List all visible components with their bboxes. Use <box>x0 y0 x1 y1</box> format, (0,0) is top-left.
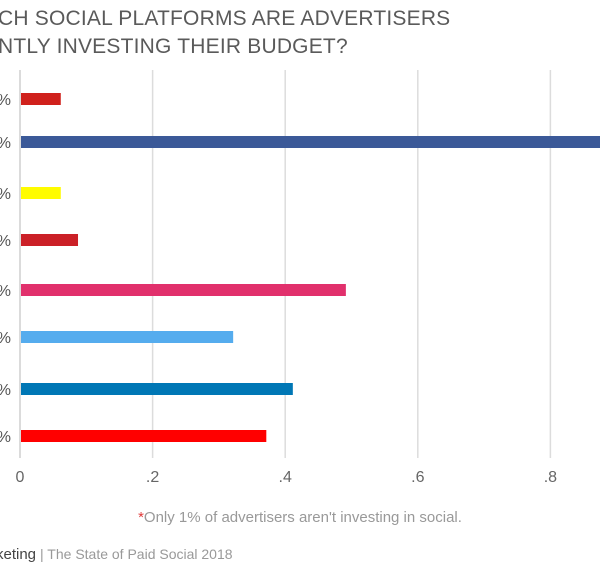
chart-title-line-2: NTLY INVESTING THEIR BUDGET? <box>0 35 348 58</box>
x-tick-label: .6 <box>411 469 424 486</box>
bar <box>21 383 293 395</box>
bar <box>21 136 600 148</box>
footnote: *Only 1% of advertisers aren't investing… <box>138 509 462 526</box>
source-brand: keting <box>0 546 36 563</box>
category-label: % <box>0 330 11 347</box>
category-label: % <box>0 92 11 109</box>
footnote-text: Only 1% of advertisers aren't investing … <box>144 509 462 526</box>
x-tick-label: .4 <box>279 469 292 486</box>
category-label: % <box>0 382 11 399</box>
chart-title-line-1: CH SOCIAL PLATFORMS ARE ADVERTISERS <box>0 7 450 30</box>
category-label: % <box>0 186 11 203</box>
category-label: % <box>0 429 11 446</box>
x-tick-label: .2 <box>146 469 159 486</box>
source-text: | The State of Paid Social 2018 <box>40 546 233 562</box>
bar <box>21 93 61 105</box>
category-labels: %%%%%%%% <box>0 92 11 446</box>
bar <box>21 284 346 296</box>
bar <box>21 187 61 199</box>
category-label: % <box>0 233 11 250</box>
bars <box>21 93 600 442</box>
category-label: % <box>0 283 11 300</box>
category-label: % <box>0 135 11 152</box>
x-tick-labels: 0 .2 .4 .6 .8 <box>16 469 558 486</box>
gridlines <box>19 70 552 458</box>
x-tick-label: 0 <box>16 469 25 486</box>
bar <box>21 430 267 442</box>
bar <box>21 234 79 246</box>
footnote-asterisk: * <box>138 509 144 526</box>
bar <box>21 331 234 343</box>
source-line: keting | The State of Paid Social 2018 <box>0 546 233 563</box>
x-tick-label: .8 <box>544 469 557 486</box>
